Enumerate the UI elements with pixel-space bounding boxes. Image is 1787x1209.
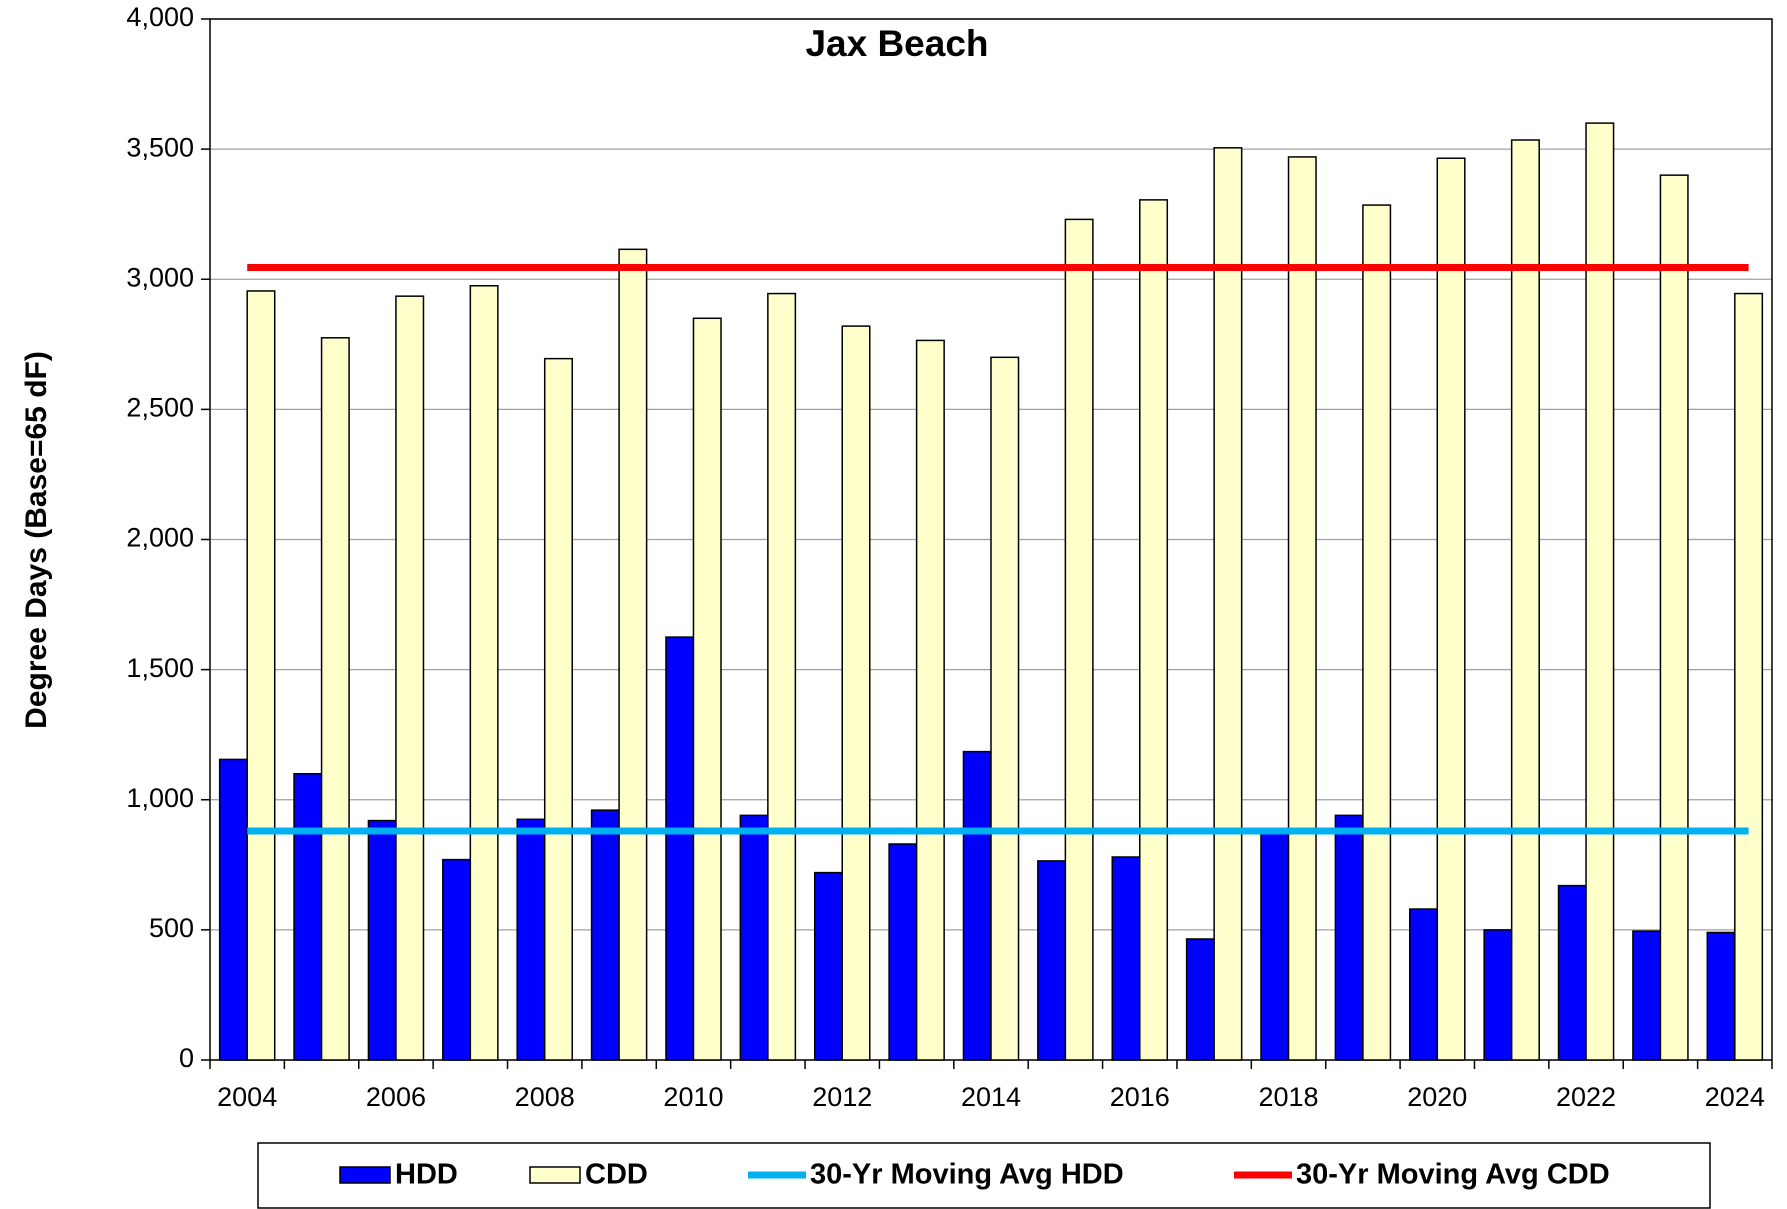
bar xyxy=(293,772,323,1061)
bar xyxy=(590,809,620,1061)
bar xyxy=(962,750,992,1061)
legend-swatch xyxy=(529,1166,581,1184)
x-tick-label: 2014 xyxy=(961,1082,1021,1112)
x-tick-label: 2022 xyxy=(1556,1082,1616,1112)
bar xyxy=(1659,174,1689,1061)
bar xyxy=(516,818,546,1061)
bar xyxy=(246,290,276,1061)
bar xyxy=(1064,218,1094,1061)
y-tick-label: 3,000 xyxy=(126,262,194,292)
bar xyxy=(367,819,397,1061)
bar xyxy=(990,356,1020,1061)
bar xyxy=(1139,199,1169,1061)
bar xyxy=(1037,860,1067,1061)
bar xyxy=(1557,884,1587,1061)
y-tick-label: 1,500 xyxy=(126,653,194,683)
bar xyxy=(1111,856,1141,1061)
y-tick-label: 4,000 xyxy=(126,2,194,32)
x-tick-label: 2024 xyxy=(1705,1082,1765,1112)
bar xyxy=(1632,930,1662,1061)
bar xyxy=(1510,139,1540,1061)
bar xyxy=(1362,204,1392,1061)
legend-box xyxy=(257,1142,1711,1209)
bar xyxy=(915,339,945,1061)
bar xyxy=(1706,931,1736,1061)
bar xyxy=(1260,830,1290,1061)
bar xyxy=(841,325,871,1061)
x-tick-label: 2018 xyxy=(1258,1082,1318,1112)
legend-label: HDD xyxy=(395,1159,458,1191)
legend: HDD CDD 30-Yr Moving Avg HDD 30-Yr Moving A… xyxy=(257,1142,1711,1209)
bar xyxy=(320,337,350,1061)
y-tick-label: 0 xyxy=(179,1043,194,1073)
y-tick-label: 3,500 xyxy=(126,132,194,162)
bar xyxy=(813,871,843,1061)
bar xyxy=(1409,908,1439,1061)
bar xyxy=(218,758,248,1061)
legend-swatch xyxy=(339,1166,391,1184)
bar xyxy=(1334,814,1364,1061)
bar xyxy=(1287,156,1317,1061)
bar xyxy=(739,814,769,1061)
bar xyxy=(1585,122,1615,1061)
bar xyxy=(618,248,648,1061)
y-tick-label: 2,500 xyxy=(126,393,194,423)
bar xyxy=(469,285,499,1061)
x-tick-label: 2008 xyxy=(515,1082,575,1112)
legend-label: 30-Yr Moving Avg HDD xyxy=(810,1159,1124,1191)
bar xyxy=(767,292,797,1061)
x-tick-label: 2016 xyxy=(1110,1082,1170,1112)
y-tick-label: 1,000 xyxy=(126,783,194,813)
bar xyxy=(1483,929,1513,1061)
bar xyxy=(395,295,425,1061)
x-tick-label: 2006 xyxy=(366,1082,426,1112)
y-tick-label: 2,000 xyxy=(126,523,194,553)
bar xyxy=(888,843,918,1061)
x-tick-label: 2012 xyxy=(812,1082,872,1112)
chart-title: Jax Beach xyxy=(805,23,988,64)
x-tick-label: 2020 xyxy=(1407,1082,1467,1112)
x-tick-label: 2004 xyxy=(217,1082,277,1112)
bar xyxy=(692,317,722,1061)
bar xyxy=(1213,147,1243,1061)
legend-label: 30-Yr Moving Avg CDD xyxy=(1296,1159,1610,1191)
x-tick-label: 2010 xyxy=(663,1082,723,1112)
bar xyxy=(1185,938,1215,1061)
bar xyxy=(1436,157,1466,1061)
legend-label: CDD xyxy=(585,1159,648,1191)
y-axis-label: Degree Days (Base=65 dF) xyxy=(20,351,53,729)
y-tick-label: 500 xyxy=(149,913,194,943)
bar xyxy=(665,636,695,1061)
bar xyxy=(442,858,472,1061)
bar xyxy=(1734,292,1764,1061)
bar xyxy=(543,357,573,1061)
